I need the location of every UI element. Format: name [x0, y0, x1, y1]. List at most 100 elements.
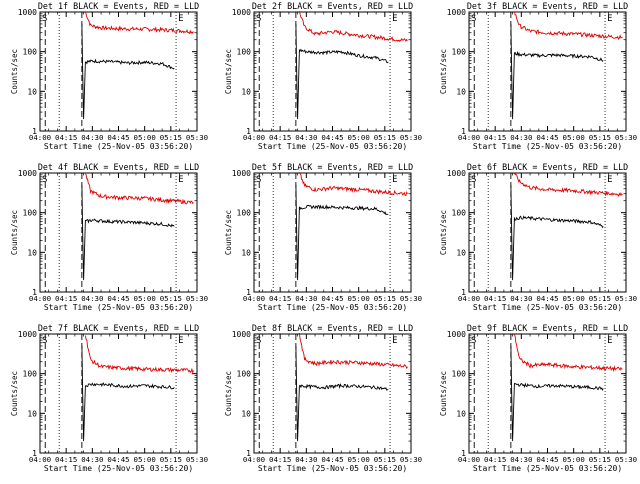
- y-tick-label: 1000: [18, 8, 37, 17]
- x-axis-label: Start Time (25-Nov-05 03:56:20): [44, 464, 193, 473]
- x-tick-label: 05:30: [186, 455, 208, 464]
- start-marker-label: S: [471, 336, 476, 346]
- y-tick-label: 10: [241, 409, 251, 418]
- x-tick-label: 04:30: [81, 455, 103, 464]
- x-tick-label: 04:15: [269, 294, 291, 303]
- start-marker-label: S: [471, 14, 476, 24]
- events-series-line: [510, 184, 604, 281]
- x-tick-label: 04:00: [458, 294, 480, 303]
- x-tick-label: 05:30: [615, 455, 637, 464]
- end-marker-label: E: [392, 14, 397, 24]
- plot-frame: [253, 11, 412, 132]
- panel-title: Det 9f BLACK = Events, RED = LLD: [467, 323, 628, 333]
- x-tick-label: 04:15: [484, 294, 506, 303]
- events-series-line: [81, 23, 175, 120]
- plot-frame: [468, 11, 627, 132]
- y-tick-label: 1: [461, 449, 466, 458]
- detector-panel-8: Det 8f BLACK = Events, RED = LLD S E 1 10 100…: [224, 323, 422, 473]
- x-tick-label: 05:30: [400, 133, 422, 142]
- lld-series-line: [84, 11, 194, 35]
- y-tick-label: 10: [241, 87, 251, 96]
- lld-series-line: [298, 333, 408, 370]
- y-tick-label: 100: [23, 209, 38, 218]
- x-tick-label: 04:00: [458, 133, 480, 142]
- x-tick-label: 05:15: [589, 133, 611, 142]
- lld-series-line: [513, 334, 623, 373]
- x-tick-label: 05:00: [134, 455, 156, 464]
- y-axis-label: Counts/sec: [10, 210, 19, 255]
- end-marker-label: E: [607, 175, 612, 185]
- lld-series-line: [298, 171, 408, 196]
- y-tick-label: 1: [32, 288, 37, 297]
- panel-title: Det 5f BLACK = Events, RED = LLD: [252, 162, 413, 172]
- y-tick-label: 1000: [447, 169, 466, 178]
- y-tick-label: 1000: [18, 330, 37, 339]
- y-tick-label: 100: [237, 370, 252, 379]
- x-tick-label: 05:00: [563, 294, 585, 303]
- x-tick-label: 04:45: [107, 133, 129, 142]
- start-marker-label: S: [256, 336, 261, 346]
- x-tick-label: 05:15: [589, 455, 611, 464]
- y-axis-label: Counts/sec: [224, 371, 233, 416]
- x-axis-label: Start Time (25-Nov-05 03:56:20): [44, 142, 193, 151]
- x-tick-label: 04:45: [321, 294, 343, 303]
- x-tick-label: 05:30: [186, 294, 208, 303]
- end-marker-label: E: [607, 336, 612, 346]
- y-tick-label: 10: [27, 87, 37, 96]
- x-tick-label: 05:30: [615, 294, 637, 303]
- detector-panel-9: Det 9f BLACK = Events, RED = LLD S E 1 10 100…: [439, 323, 637, 473]
- x-tick-label: 04:15: [484, 455, 506, 464]
- start-marker-label: S: [42, 175, 47, 185]
- y-tick-label: 1: [32, 127, 37, 136]
- x-tick-label: 04:45: [536, 455, 558, 464]
- x-tick-label: 05:00: [563, 133, 585, 142]
- start-marker-label: S: [256, 175, 261, 185]
- detector-panel-5: Det 5f BLACK = Events, RED = LLD S E 1 10 100…: [224, 162, 422, 312]
- x-tick-label: 05:30: [400, 455, 422, 464]
- x-tick-label: 04:45: [107, 294, 129, 303]
- panel-title: Det 1f BLACK = Events, RED = LLD: [38, 1, 199, 11]
- detector-panel-6: Det 6f BLACK = Events, RED = LLD S E 1 10 100…: [439, 162, 637, 312]
- detector-panel-2: Det 2f BLACK = Events, RED = LLD S E 1 10 100…: [224, 1, 422, 151]
- y-tick-label: 10: [241, 248, 251, 257]
- x-tick-label: 04:15: [269, 455, 291, 464]
- start-marker-label: S: [256, 14, 261, 24]
- y-tick-label: 1: [461, 127, 466, 136]
- plot-frame: [468, 333, 627, 454]
- x-axis-label: Start Time (25-Nov-05 03:56:20): [258, 303, 407, 312]
- end-marker-label: E: [607, 14, 612, 24]
- detector-panel-1: Det 1f BLACK = Events, RED = LLD S E 1 10 100…: [10, 1, 208, 151]
- panel-title: Det 3f BLACK = Events, RED = LLD: [467, 1, 628, 11]
- y-tick-label: 1000: [447, 8, 466, 17]
- x-tick-label: 04:00: [458, 455, 480, 464]
- x-tick-label: 04:30: [295, 133, 317, 142]
- x-tick-label: 04:30: [81, 294, 103, 303]
- x-tick-label: 04:15: [55, 294, 77, 303]
- x-tick-label: 04:30: [295, 455, 317, 464]
- panel-title: Det 8f BLACK = Events, RED = LLD: [252, 323, 413, 333]
- x-tick-label: 04:45: [536, 294, 558, 303]
- detector-panel-7: Det 7f BLACK = Events, RED = LLD S E 1 10 100…: [10, 323, 208, 473]
- detector-panel-4: Det 4f BLACK = Events, RED = LLD S E 1 10 100…: [10, 162, 208, 312]
- x-tick-label: 05:15: [160, 133, 182, 142]
- x-axis-label: Start Time (25-Nov-05 03:56:20): [473, 303, 622, 312]
- start-marker-label: S: [42, 14, 47, 24]
- y-tick-label: 100: [452, 370, 467, 379]
- x-tick-label: 04:00: [29, 133, 51, 142]
- plot-frame: [253, 172, 412, 293]
- start-marker-label: S: [471, 175, 476, 185]
- y-tick-label: 100: [452, 209, 467, 218]
- y-tick-label: 1: [246, 449, 251, 458]
- x-tick-label: 04:45: [321, 455, 343, 464]
- events-series-line: [295, 184, 389, 281]
- events-series-line: [81, 345, 175, 442]
- x-tick-label: 05:00: [348, 455, 370, 464]
- x-tick-label: 04:30: [510, 455, 532, 464]
- y-axis-label: Counts/sec: [224, 210, 233, 255]
- lld-series-line: [84, 172, 194, 205]
- x-tick-label: 04:15: [55, 455, 77, 464]
- x-tick-label: 04:30: [81, 133, 103, 142]
- x-tick-label: 04:00: [243, 455, 265, 464]
